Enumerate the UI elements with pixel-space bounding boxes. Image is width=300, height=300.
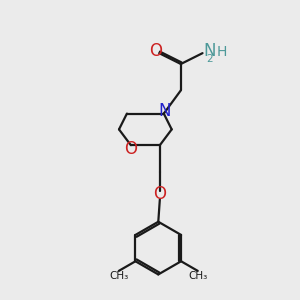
Text: 2: 2 — [206, 54, 213, 64]
Text: O: O — [149, 42, 162, 60]
Text: H: H — [217, 45, 227, 59]
Text: O: O — [124, 140, 137, 158]
Text: N: N — [203, 42, 216, 60]
Text: CH₃: CH₃ — [188, 271, 207, 281]
Text: N: N — [158, 102, 171, 120]
Text: CH₃: CH₃ — [109, 271, 128, 281]
Text: O: O — [153, 185, 166, 203]
